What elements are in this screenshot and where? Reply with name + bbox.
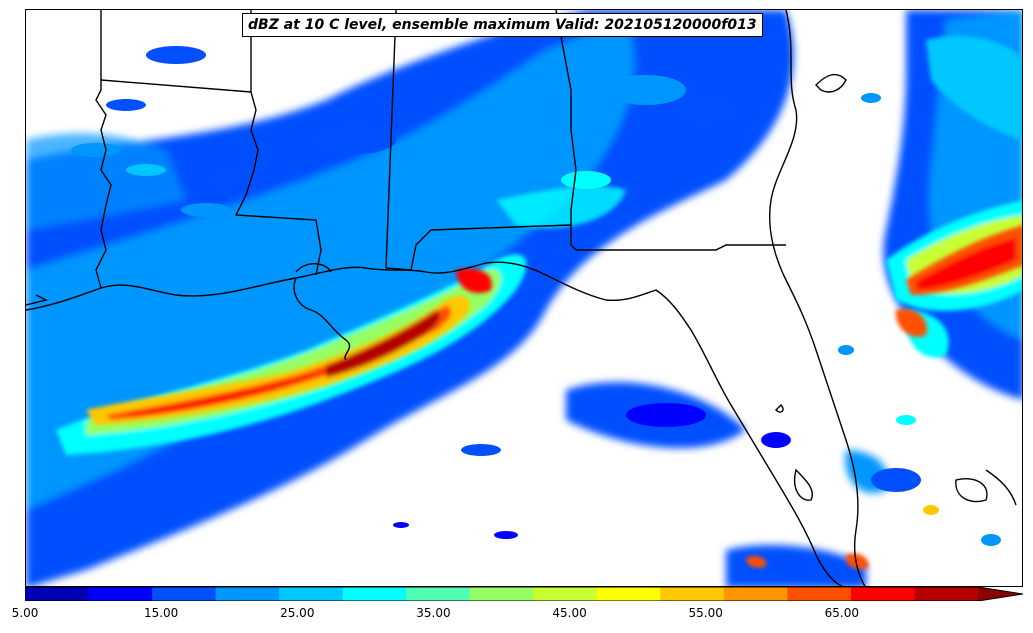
colorbar-segment xyxy=(215,587,280,601)
colorbar-tick-label: 45.00 xyxy=(552,606,587,620)
reflectivity-map xyxy=(26,10,1022,586)
colorbar-segment xyxy=(596,587,661,601)
colorbar xyxy=(25,587,1023,601)
colorbar-tick-label: 5.00 xyxy=(11,606,39,620)
map-panel xyxy=(25,9,1023,587)
colorbar-segment xyxy=(787,587,852,601)
colorbar-tick-label: 35.00 xyxy=(416,606,451,620)
colorbar-segment xyxy=(660,587,725,601)
colorbar-segment xyxy=(850,587,915,601)
colorbar-segment xyxy=(723,587,788,601)
colorbar-segment xyxy=(914,587,979,601)
colorbar-segment xyxy=(342,587,407,601)
map-boundaries xyxy=(26,10,1017,586)
reflectivity-cores xyxy=(86,225,1022,570)
reflectivity-scattered-cells xyxy=(71,46,1001,546)
colorbar-segment xyxy=(152,587,217,601)
colorbar-segment xyxy=(25,587,90,601)
colorbar-segment xyxy=(533,587,598,601)
colorbar-tick-label: 55.00 xyxy=(688,606,723,620)
colorbar-tick-label: 65.00 xyxy=(824,606,860,620)
colorbar-segment xyxy=(279,587,344,601)
colorbar-segment xyxy=(469,587,534,601)
map-title: dBZ at 10 C level, ensemble maximum Vali… xyxy=(242,13,763,37)
colorbar-tick-label: 15.00 xyxy=(143,606,179,620)
colorbar-segment xyxy=(406,587,471,601)
colorbar-tick-label: 25.00 xyxy=(280,606,315,620)
colorbar-segment xyxy=(88,587,153,601)
colorbar-extend-arrow xyxy=(978,587,1023,601)
